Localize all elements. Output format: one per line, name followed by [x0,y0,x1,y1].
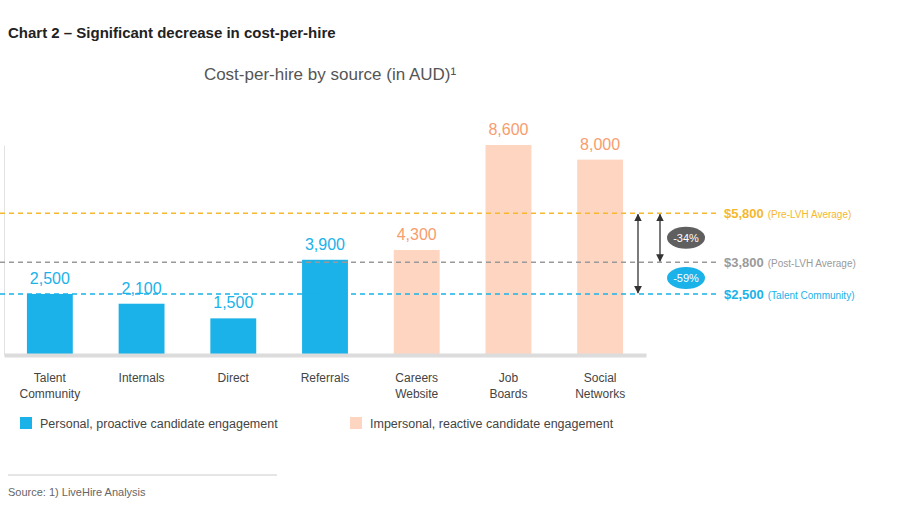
x-tick: Talent Community [20,371,81,401]
reference-description: (Pre-LVH Average) [768,209,852,220]
x-tick-label-line: Internals [119,371,165,385]
change-badge [667,227,705,249]
x-axis-line [5,354,647,358]
reference-description: (Talent Community) [768,290,855,301]
data-label: 1,500 [213,294,253,311]
x-tick-label: Careers Website [395,371,438,401]
bar [302,260,348,355]
page: {"chart_data": { "type": "bar", "title":… [0,0,900,514]
bar [119,304,165,355]
bar [577,160,623,355]
x-tick: Job Boards [489,371,527,401]
y-axis-line [4,146,5,356]
reference-value: $5,800 [724,206,764,221]
reference-value: $3,800 [724,255,764,270]
x-axis: Talent Community Internals Direct Referrals C… [5,356,647,402]
x-tick-label: Referrals [301,371,350,385]
bar-series [394,145,623,355]
y-axis [4,146,5,356]
reference-label: $3,800 (Post-LVH Average) [724,255,856,270]
legend-swatch [20,417,32,429]
x-tick-label: Talent Community [20,371,81,401]
legend-label: Personal, proactive candidate engagement [40,417,278,431]
source: Source: 1) LiveHire Analysis [8,486,146,498]
annotations: -34% -59% [638,214,705,293]
x-tick: Internals [119,371,165,385]
x-tick-label-line: Direct [218,371,250,385]
x-tick: Referrals [301,371,350,385]
chart: Chart 2 – Significant decrease in cost-p… [0,0,900,514]
data-labels: 2,500 2,100 1,500 3,900 4,300 8,600 8,000 [30,121,620,311]
bar [486,145,532,355]
legend-swatch [350,417,362,429]
change-arrow [637,214,638,293]
legend-label: Impersonal, reactive candidate engagemen… [370,417,614,431]
change-badge [667,267,705,289]
reference-label: $5,800 (Pre-LVH Average) [724,206,851,221]
change-arrow [659,214,660,261]
bar [27,294,73,355]
reference-value: $2,500 [724,287,764,302]
x-tick-label-line: Social [584,371,617,385]
legend: Personal, proactive candidate engagement… [20,417,614,431]
reference-label: $2,500 (Talent Community) [724,287,854,302]
x-tick-label: Direct [218,371,250,385]
data-label: 8,000 [580,136,620,153]
reference-lines [0,213,718,294]
x-tick-label-line: Talent [34,371,67,385]
reference-line [0,261,718,263]
x-tick-label-line: Referrals [301,371,350,385]
x-tick-label: Social Networks [575,371,625,401]
data-label: 4,300 [397,226,437,243]
subtitle: Cost-per-hire by source (in AUD)¹ [204,65,457,84]
x-tick-label-line: Boards [489,387,527,401]
bar [210,318,256,355]
reference-description: (Post-LVH Average) [768,258,856,269]
reference-labels: $5,800 (Pre-LVH Average) $3,800 (Post-LVH A… [724,206,856,302]
data-label: 8,600 [488,121,528,138]
data-label: 3,900 [305,236,345,253]
bar [394,250,440,355]
reference-line [0,293,718,295]
x-tick-label-line: Careers [395,371,438,385]
footer-rule [8,475,277,476]
x-tick-label-line: Community [20,387,81,401]
change-label: -34% [673,232,699,244]
x-tick: Careers Website [395,371,438,401]
data-label: 2,500 [30,270,70,287]
x-tick-label-line: Job [499,371,519,385]
x-tick-label: Job Boards [489,371,527,401]
x-tick-label-line: Website [395,387,438,401]
x-tick-label-line: Networks [575,387,625,401]
data-label: 2,100 [122,280,162,297]
change-label: -59% [673,272,699,284]
x-tick: Social Networks [575,371,625,401]
x-tick: Direct [218,371,250,385]
plot-area [0,145,718,355]
x-tick-label: Internals [119,371,165,385]
title: Chart 2 – Significant decrease in cost-p… [8,24,336,41]
reference-line [0,213,718,215]
bar-series [27,260,348,355]
